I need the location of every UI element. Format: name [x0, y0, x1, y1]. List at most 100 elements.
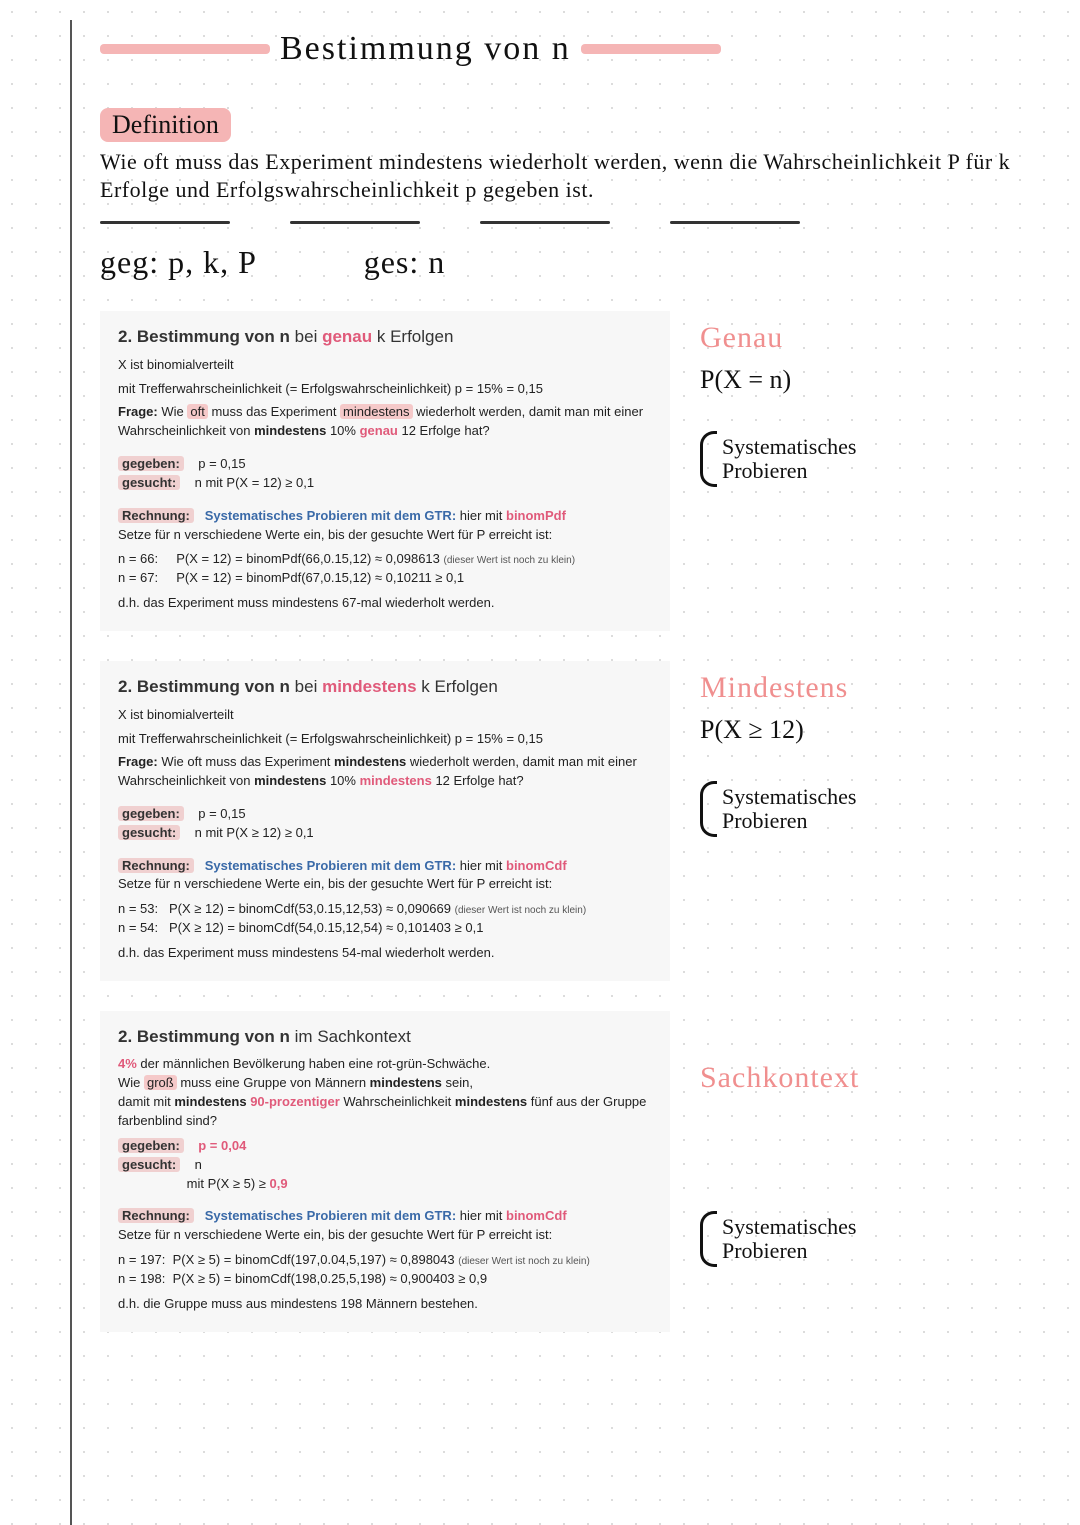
context-pct: 4%: [118, 1056, 137, 1071]
q-e: 10%: [326, 423, 359, 438]
side-formula: P(X = n): [700, 365, 1050, 395]
trial2-expr: P(X ≥ 12) = binomCdf(54,0.15,12,54) ≈ 0,…: [169, 920, 483, 935]
dash: [480, 221, 610, 224]
cc-b: mindestens: [174, 1094, 250, 1109]
rechnung-fn: binomPdf: [506, 508, 566, 523]
question-label: Frage:: [118, 404, 158, 419]
title-row: Bestimmung von n: [100, 30, 1050, 68]
ges-value: n: [428, 244, 445, 280]
sys-2: Probieren: [722, 1238, 808, 1263]
conclusion: d.h. die Gruppe muss aus mindestens 198 …: [118, 1295, 652, 1314]
trial1-expr: P(X ≥ 5) = binomCdf(197,0.04,5,197) ≈ 0,…: [173, 1252, 455, 1267]
rechnung-b: hier mit: [456, 858, 506, 873]
q-d: mindestens: [254, 773, 326, 788]
trial2-expr: P(X ≥ 5) = binomCdf(198,0.25,5,198) ≈ 0,…: [173, 1271, 487, 1286]
panel-mindestens: 2. Bestimmung von n bei mindestens k Erf…: [100, 661, 670, 981]
setze-line: Setze für n verschiedene Werte ein, bis …: [118, 1226, 652, 1245]
q-f: 12 Erfolge hat?: [432, 773, 524, 788]
rechnung-a: Systematisches Probieren mit dem GTR:: [205, 1208, 456, 1223]
q-f: 12 Erfolge hat?: [398, 423, 490, 438]
trial1-expr: P(X ≥ 12) = binomCdf(53,0.15,12,53) ≈ 0,…: [169, 901, 451, 916]
context-line-3: damit mit mindestens 90-prozentiger Wahr…: [118, 1093, 652, 1131]
gegeben-row: gegeben: p = 0,04: [118, 1137, 652, 1156]
question: Frage: Wie oft muss das Experiment minde…: [118, 753, 652, 791]
divider-dashes: [100, 221, 1050, 224]
title-highlight-left: [100, 44, 270, 54]
context-line-1: 4% der männlichen Bevölkerung haben eine…: [118, 1055, 652, 1074]
dist-line: X ist binomialverteilt: [118, 356, 652, 375]
q-hl1: oft: [187, 404, 207, 419]
heading-sub-pre: bei: [295, 327, 322, 346]
heading-key: mindestens: [322, 677, 416, 696]
gesucht-label: gesucht:: [118, 825, 180, 840]
trial-1: n = 53: P(X ≥ 12) = binomCdf(53,0.15,12,…: [118, 900, 652, 919]
section-sachkontext: 2. Bestimmung von n im Sachkontext 4% de…: [100, 1011, 1050, 1332]
definition-block: Definition Wie oft muss das Experiment m…: [100, 108, 1050, 203]
heading-sub-pre: bei: [295, 677, 322, 696]
side-genau: Genau P(X = n) Systematisches Probieren: [700, 311, 1050, 483]
trial-1: n = 66: P(X = 12) = binomPdf(66,0.15,12)…: [118, 550, 652, 569]
gesucht-value: n mit P(X = 12) ≥ 0,1: [195, 475, 315, 490]
q-d: mindestens: [254, 423, 326, 438]
side-sys: Systematisches Probieren: [700, 435, 1050, 483]
rechnung-b: hier mit: [456, 1208, 506, 1223]
geg-value: p, k, P: [168, 244, 256, 280]
rechnung-label: Rechnung:: [118, 1208, 194, 1223]
trial1-n: n = 53:: [118, 901, 158, 916]
cc-c: Wahrscheinlichkeit: [340, 1094, 455, 1109]
trial-1: n = 197: P(X ≥ 5) = binomCdf(197,0.04,5,…: [118, 1251, 652, 1270]
param-line: mit Trefferwahrscheinlichkeit (= Erfolgs…: [118, 730, 652, 749]
gesucht-a: n: [195, 1157, 202, 1172]
margin-line: [70, 20, 72, 1525]
heading-prefix: 2. Bestimmung von n: [118, 327, 290, 346]
panel-heading: 2. Bestimmung von n bei genau k Erfolgen: [118, 325, 652, 350]
gesucht-label: gesucht:: [118, 475, 180, 490]
q-b: muss das Experiment: [208, 404, 340, 419]
gesucht-value: n mit P(X ≥ 12) ≥ 0,1: [195, 825, 314, 840]
trial-2: n = 67: P(X = 12) = binomPdf(67,0.15,12)…: [118, 569, 652, 588]
side-label: Sachkontext: [700, 1061, 1050, 1095]
section-genau: 2. Bestimmung von n bei genau k Erfolgen…: [100, 311, 1050, 631]
context-a: der männlichen Bevölkerung haben eine ro…: [137, 1056, 490, 1071]
gesucht-b: mit P(X ≥ 5) ≥: [187, 1176, 270, 1191]
dist-line: X ist binomialverteilt: [118, 706, 652, 725]
q-a: Wie oft muss das Experiment: [161, 754, 334, 769]
trial1-note: (dieser Wert ist noch zu klein): [455, 905, 587, 916]
page-content: Bestimmung von n Definition Wie oft muss…: [100, 30, 1050, 1362]
rechnung-label: Rechnung:: [118, 858, 194, 873]
gegeben-label: gegeben:: [118, 806, 184, 821]
q-hl2: mindestens: [340, 404, 412, 419]
trial-2: n = 54: P(X ≥ 12) = binomCdf(54,0.15,12,…: [118, 919, 652, 938]
q-hl2: mindestens: [334, 754, 406, 769]
trial2-n: n = 67:: [118, 570, 158, 585]
question: Frage: Wie oft muss das Experiment minde…: [118, 403, 652, 441]
gesucht-row: gesucht: n mit P(X ≥ 5) ≥ 0,9: [118, 1156, 652, 1194]
gegeben-label: gegeben:: [118, 1138, 184, 1153]
heading-sub-post: k Erfolgen: [417, 677, 498, 696]
definition-label: Definition: [100, 108, 231, 142]
sys-2: Probieren: [722, 458, 808, 483]
sys-1: Systematisches: [722, 1214, 856, 1239]
dash: [670, 221, 800, 224]
rechnung-row: Rechnung: Systematisches Probieren mit d…: [118, 507, 652, 526]
gegeben-row: gegeben: p = 0,15: [118, 455, 652, 474]
param-line: mit Trefferwahrscheinlichkeit (= Erfolgs…: [118, 380, 652, 399]
side-sachkontext: Sachkontext Systematisches Probieren: [700, 1011, 1050, 1263]
rechnung-label: Rechnung:: [118, 508, 194, 523]
heading-prefix: 2. Bestimmung von n: [118, 677, 290, 696]
gesucht-row: gesucht: n mit P(X = 12) ≥ 0,1: [118, 474, 652, 493]
gegeben-value: p = 0,04: [198, 1138, 246, 1153]
gesucht-c: 0,9: [270, 1176, 288, 1191]
definition-text: Wie oft muss das Experiment mindestens w…: [100, 148, 1050, 203]
setze-line: Setze für n verschiedene Werte ein, bis …: [118, 875, 652, 894]
section-mindestens: 2. Bestimmung von n bei mindestens k Erf…: [100, 661, 1050, 981]
trial-2: n = 198: P(X ≥ 5) = binomCdf(198,0.25,5,…: [118, 1270, 652, 1289]
panel-sachkontext: 2. Bestimmung von n im Sachkontext 4% de…: [100, 1011, 670, 1332]
dash: [100, 221, 230, 224]
context-line-2: Wie groß muss eine Gruppe von Männern mi…: [118, 1074, 652, 1093]
trial1-note: (dieser Wert ist noch zu klein): [458, 1256, 590, 1267]
cb-b: muss eine Gruppe von Männern: [177, 1075, 370, 1090]
heading-prefix: 2. Bestimmung von n: [118, 1027, 290, 1046]
side-sys: Systematisches Probieren: [700, 1215, 1050, 1263]
gegeben-row: gegeben: p = 0,15: [118, 805, 652, 824]
